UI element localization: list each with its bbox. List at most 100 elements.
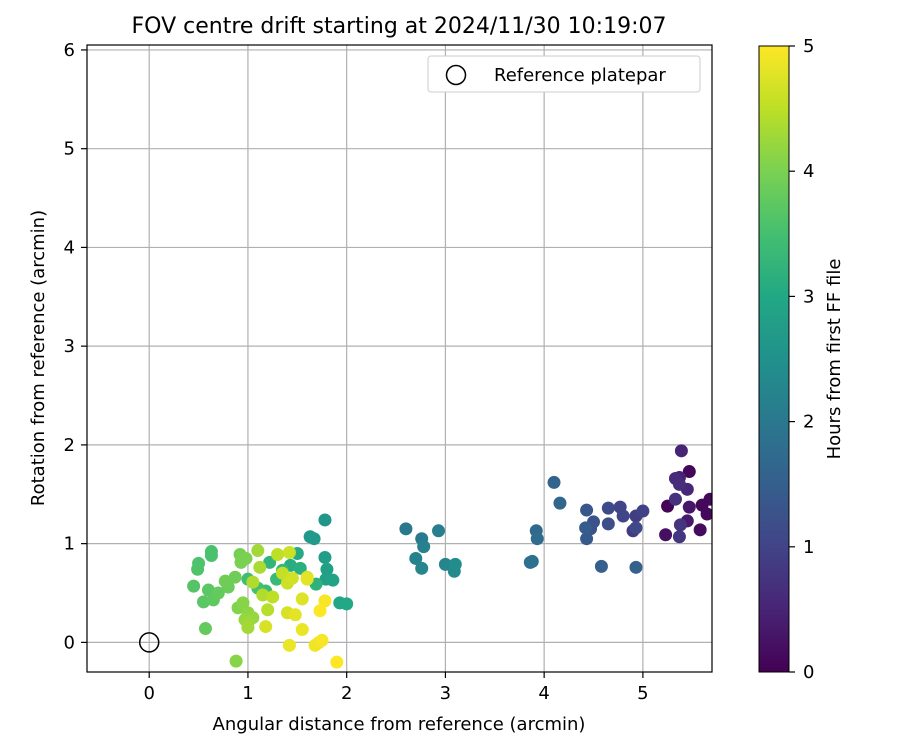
data-point — [682, 465, 696, 479]
colorbar-tick-label: 3 — [803, 286, 814, 307]
colorbar-tick-label: 4 — [803, 161, 814, 182]
legend-marker-icon — [445, 64, 467, 86]
data-point — [313, 604, 327, 618]
data-point — [438, 557, 452, 571]
data-point — [198, 622, 212, 636]
data-point — [282, 638, 296, 652]
data-point — [636, 504, 650, 518]
data-point — [629, 521, 643, 535]
data-point — [415, 561, 429, 575]
data-point — [229, 654, 243, 668]
data-point — [295, 592, 309, 606]
data-point — [218, 574, 232, 588]
data-point — [251, 544, 265, 558]
data-point — [417, 540, 431, 554]
data-point — [211, 586, 225, 600]
y-axis-ticks: 0 1 2 3 4 5 6 — [64, 40, 87, 653]
colorbar-tick-label: 1 — [803, 537, 814, 558]
data-point — [318, 594, 332, 608]
legend-entry-label: Reference platepar — [494, 65, 666, 86]
colorbar-tick-label: 5 — [803, 36, 814, 57]
data-point — [307, 532, 321, 546]
data-point — [315, 633, 329, 647]
data-point — [399, 522, 413, 536]
data-point — [601, 517, 615, 531]
data-point — [275, 566, 289, 580]
reference-marker — [138, 632, 160, 653]
data-point — [693, 523, 707, 537]
plot-frame — [86, 44, 713, 673]
data-point — [672, 530, 686, 544]
data-point — [197, 595, 211, 609]
data-point — [432, 524, 446, 538]
y-tick-label: 3 — [64, 336, 75, 357]
data-point — [682, 500, 696, 514]
colorbar-tick-label: 0 — [803, 662, 814, 683]
data-point — [263, 555, 277, 569]
data-point — [282, 546, 296, 560]
y-tick-label: 2 — [64, 435, 75, 456]
colorbar-gradient — [758, 45, 790, 673]
data-point — [409, 551, 423, 565]
data-point — [553, 496, 567, 510]
data-point — [629, 560, 643, 574]
data-point — [530, 532, 544, 546]
data-point — [318, 513, 332, 527]
legend-box — [427, 55, 701, 93]
data-point — [703, 492, 712, 506]
data-point — [293, 561, 307, 575]
data-point — [673, 518, 687, 532]
data-point — [547, 475, 561, 489]
data-point — [239, 551, 253, 565]
y-tick-label: 0 — [64, 632, 75, 653]
data-point — [191, 562, 205, 576]
x-tick-label: 1 — [242, 683, 253, 704]
data-point — [340, 597, 354, 611]
y-tick-label: 6 — [64, 40, 75, 61]
data-point — [187, 579, 201, 593]
data-point — [201, 583, 215, 597]
colorbar-ticks: 0 1 2 3 4 5 — [789, 36, 814, 683]
data-point — [668, 492, 682, 506]
y-tick-label: 1 — [64, 534, 75, 555]
data-point — [271, 547, 285, 561]
data-point — [246, 575, 260, 589]
data-point — [700, 507, 712, 521]
x-tick-label: 3 — [440, 683, 451, 704]
x-tick-label: 5 — [637, 683, 648, 704]
data-point — [594, 559, 608, 573]
data-point — [326, 573, 340, 587]
data-point — [320, 562, 334, 576]
data-point — [616, 509, 630, 523]
data-point — [241, 621, 255, 635]
colorbar-tick-label: 2 — [803, 412, 814, 433]
data-point — [318, 550, 332, 564]
colorbar-label: Hours from first FF file — [824, 259, 845, 460]
data-point — [285, 571, 299, 585]
data-point — [261, 603, 275, 617]
data-point — [236, 596, 250, 610]
x-tick-label: 0 — [143, 683, 154, 704]
x-axis-ticks: 0 1 2 3 4 5 — [143, 672, 649, 704]
data-point — [330, 655, 344, 669]
data-point — [300, 572, 314, 586]
y-tick-label: 4 — [64, 237, 75, 258]
chart-title: FOV centre drift starting at 2024/11/30 … — [132, 14, 667, 39]
data-point — [228, 570, 242, 584]
y-axis-label: Rotation from reference (arcmin) — [28, 210, 49, 506]
data-point — [266, 590, 280, 604]
data-point — [525, 554, 539, 568]
data-point — [259, 620, 273, 634]
data-points — [187, 444, 712, 669]
data-point — [580, 503, 594, 517]
data-point — [448, 557, 462, 571]
data-point — [580, 532, 594, 546]
data-point — [579, 521, 593, 535]
data-point — [204, 548, 218, 562]
data-point — [672, 477, 686, 491]
data-point — [674, 444, 688, 458]
legend: Reference platepar — [427, 55, 701, 93]
data-point — [295, 623, 309, 637]
x-tick-label: 4 — [538, 683, 549, 704]
